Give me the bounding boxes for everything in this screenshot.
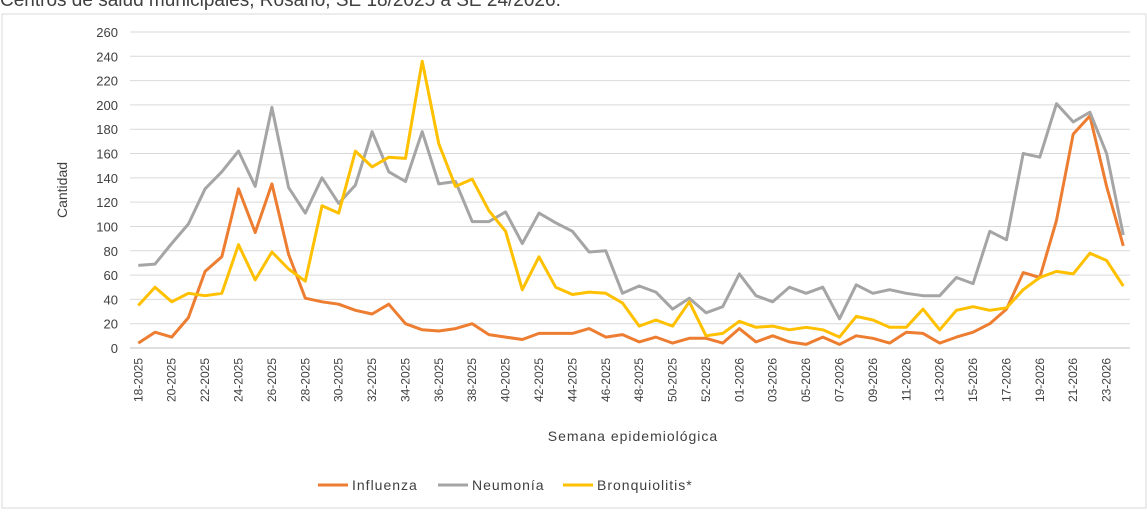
x-tick-label: 23-2026 [1100, 358, 1114, 402]
y-tick-label: 160 [96, 147, 118, 162]
x-tick-label: 19-2026 [1033, 358, 1047, 402]
legend-label: Influenza [352, 477, 418, 493]
x-tick-label: 38-2025 [465, 358, 479, 402]
y-tick-label: 260 [96, 25, 118, 40]
x-tick-label: 24-2025 [232, 358, 246, 402]
series-line [137, 59, 1125, 339]
series-line [137, 114, 1125, 346]
y-tick-label: 60 [104, 268, 118, 283]
y-axis-label: Cantidad [54, 162, 70, 218]
y-tick-label: 240 [96, 49, 118, 64]
y-tick-label: 140 [96, 171, 118, 186]
x-tick-label: 40-2025 [499, 358, 513, 402]
x-tick-label: 30-2025 [332, 358, 346, 402]
x-axis-label: Semana epidemiológica [548, 428, 718, 444]
y-tick-label: 180 [96, 122, 118, 137]
x-tick-label: 03-2026 [766, 358, 780, 402]
x-tick-label: 26-2025 [265, 358, 279, 402]
x-tick-label: 42-2025 [532, 358, 546, 402]
x-tick-label: 09-2026 [866, 358, 880, 402]
x-tick-label: 11-2026 [899, 358, 913, 401]
legend-label: Bronquiolitis* [597, 477, 693, 493]
x-tick-label: 15-2026 [966, 358, 980, 402]
x-tick-label: 34-2025 [398, 358, 412, 402]
x-tick-label: 17-2026 [999, 358, 1013, 402]
x-tick-label: 36-2025 [432, 358, 446, 402]
x-tick-label: 21-2026 [1066, 358, 1080, 402]
x-tick-label: 20-2025 [165, 358, 179, 402]
x-tick-label: 05-2026 [799, 358, 813, 402]
chart-title: Centros de salud municipales, Rosario, S… [0, 0, 561, 11]
x-tick-label: 44-2025 [565, 358, 579, 402]
x-tick-label: 22-2025 [198, 358, 212, 402]
y-tick-label: 20 [104, 317, 118, 332]
x-tick-label: 52-2025 [699, 358, 713, 402]
x-tick-label: 32-2025 [365, 358, 379, 402]
y-tick-label: 0 [111, 341, 118, 356]
y-tick-label: 220 [96, 74, 118, 89]
y-tick-label: 80 [104, 244, 118, 259]
legend-label: Neumonía [472, 477, 545, 493]
x-tick-label: 28-2025 [298, 358, 312, 402]
y-tick-label: 100 [96, 219, 118, 234]
x-tick-label: 13-2026 [933, 358, 947, 402]
y-tick-label: 40 [104, 292, 118, 307]
chart-frame [1, 13, 1147, 509]
x-tick-label: 18-2025 [131, 358, 145, 402]
x-tick-label: 07-2026 [833, 358, 847, 402]
y-tick-label: 120 [96, 195, 118, 210]
x-tick-label: 50-2025 [666, 358, 680, 402]
x-tick-label: 48-2025 [632, 358, 646, 402]
x-tick-label: 01-2026 [732, 358, 746, 402]
series-line [138, 102, 1125, 321]
y-tick-label: 200 [96, 98, 118, 113]
x-tick-label: 46-2025 [599, 358, 613, 402]
